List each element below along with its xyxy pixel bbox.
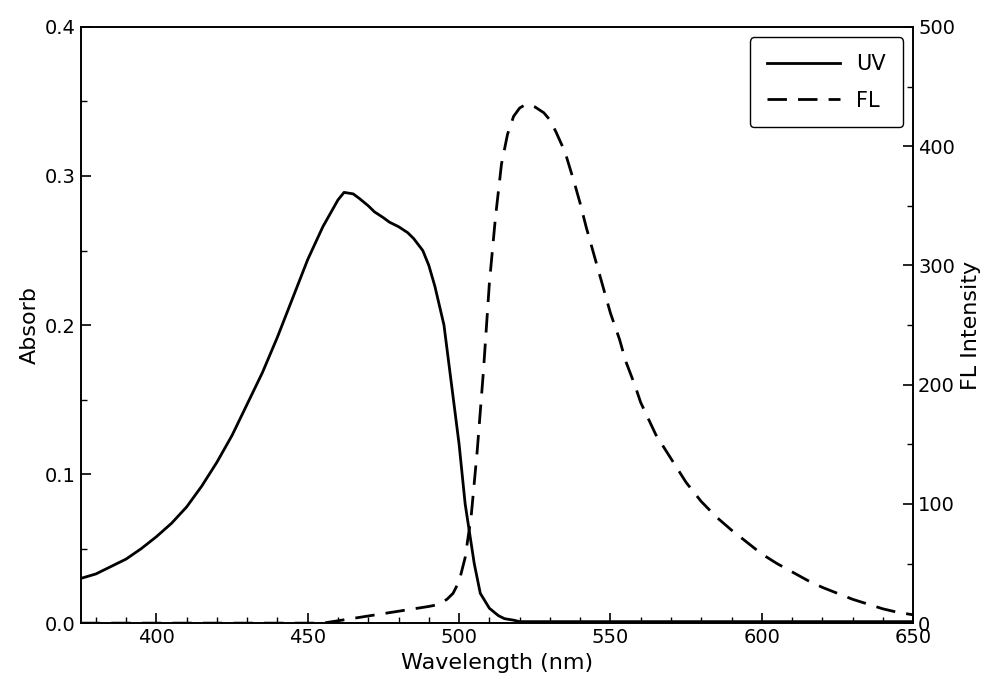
- Y-axis label: Absorb: Absorb: [19, 286, 39, 364]
- UV: [877, 617, 889, 626]
- FL: [907, 610, 919, 619]
- UV: [75, 574, 87, 583]
- UV: [907, 617, 919, 626]
- FL: [502, 130, 514, 138]
- UV: [514, 617, 526, 626]
- FL: [741, 538, 753, 546]
- Line: FL: FL: [81, 104, 913, 623]
- UV: [429, 282, 441, 291]
- FL: [520, 100, 532, 109]
- Legend: UV, FL: UV, FL: [750, 37, 903, 127]
- FL: [771, 559, 783, 567]
- Y-axis label: FL Intensity: FL Intensity: [961, 260, 981, 390]
- UV: [353, 194, 365, 203]
- FL: [75, 619, 87, 627]
- FL: [816, 583, 828, 592]
- Line: UV: UV: [81, 192, 913, 621]
- UV: [574, 617, 586, 626]
- FL: [429, 601, 441, 610]
- UV: [444, 369, 456, 377]
- X-axis label: Wavelength (nm): Wavelength (nm): [401, 653, 593, 673]
- UV: [338, 188, 350, 197]
- FL: [317, 619, 329, 627]
- UV: [332, 196, 344, 204]
